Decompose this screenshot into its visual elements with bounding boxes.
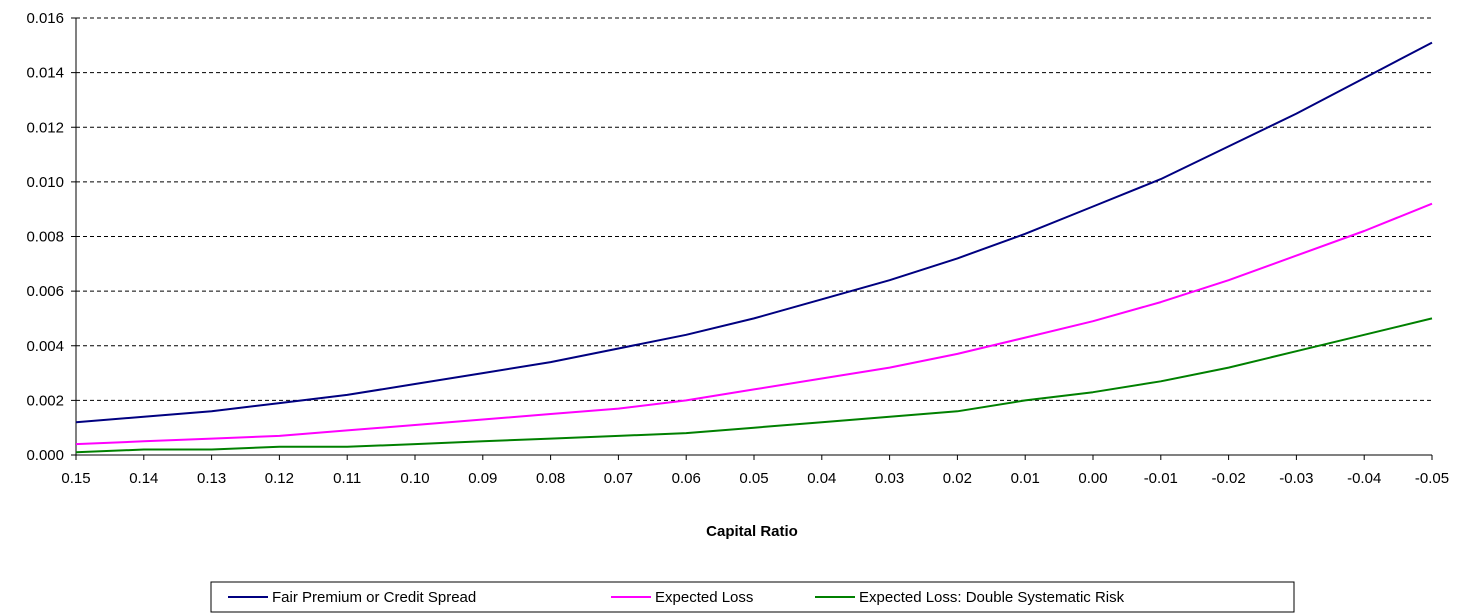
x-tick-label: 0.05 [739, 470, 768, 487]
x-tick-label: 0.14 [129, 470, 158, 487]
series-line-fair-premium-or-credit-spread [75, 41, 1433, 424]
legend-label: Expected Loss [655, 589, 753, 606]
y-tick-label: 0.010 [26, 174, 64, 191]
legend-label: Fair Premium or Credit Spread [272, 589, 476, 606]
x-tick-label: -0.02 [1211, 470, 1245, 487]
x-tick-label: -0.05 [1415, 470, 1449, 487]
x-tick-label: 0.00 [1078, 470, 1107, 487]
y-tick-label: 0.008 [26, 229, 64, 246]
y-tick-label: 0.006 [26, 283, 64, 300]
x-tick-label: 0.12 [265, 470, 294, 487]
x-tick-label: -0.01 [1144, 470, 1178, 487]
x-tick-label: 0.06 [672, 470, 701, 487]
x-tick-label: 0.13 [197, 470, 226, 487]
legend-box [210, 581, 1295, 613]
x-tick-label: 0.10 [400, 470, 429, 487]
x-tick-label: 0.15 [61, 470, 90, 487]
x-tick-label: 0.08 [536, 470, 565, 487]
x-axis-title: Capital Ratio [706, 523, 798, 540]
x-tick-label: 0.09 [468, 470, 497, 487]
x-tick-label: 0.04 [807, 470, 836, 487]
legend-label: Expected Loss: Double Systematic Risk [859, 589, 1125, 606]
y-tick-label: 0.016 [26, 10, 64, 27]
series-line-expected-loss [75, 202, 1433, 446]
y-tick-label: 0.014 [26, 65, 64, 82]
series-line-expected-loss-double-systematic-risk [75, 317, 1433, 454]
y-tick-label: 0.000 [26, 447, 64, 464]
x-tick-label: 0.07 [604, 470, 633, 487]
axes [71, 17, 1433, 460]
legend: Fair Premium or Credit Spread Expected Lo… [210, 581, 1295, 613]
x-tick-label: 0.01 [1011, 470, 1040, 487]
x-axis-tick-labels: 0.15 0.14 0.13 0.12 0.11 0.10 0.09 0.08 0.07 0.06… [61, 470, 1449, 487]
y-axis-tick-labels: 0.000 0.002 0.004 0.006 0.008 0.010 0.012 0.014… [26, 10, 64, 464]
series-lines [75, 41, 1433, 454]
x-tick-label: -0.03 [1279, 470, 1313, 487]
x-tick-label: -0.04 [1347, 470, 1381, 487]
gridlines [76, 17, 1432, 401]
x-tick-label: 0.11 [333, 470, 361, 487]
x-tick-label: 0.02 [943, 470, 972, 487]
x-tick-label: 0.03 [875, 470, 904, 487]
y-tick-label: 0.012 [26, 119, 64, 136]
y-tick-label: 0.002 [26, 392, 64, 409]
y-tick-label: 0.004 [26, 338, 64, 355]
